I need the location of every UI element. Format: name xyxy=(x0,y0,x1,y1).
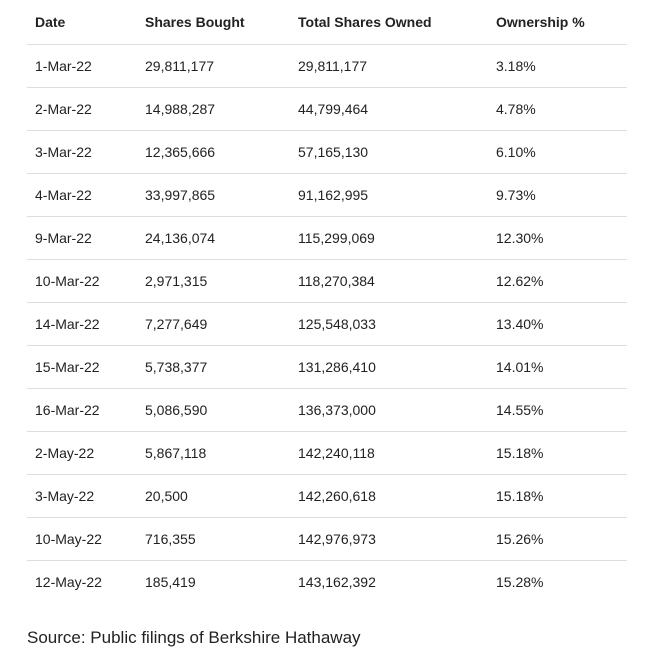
table-cell: 4.78% xyxy=(488,87,627,131)
table-cell: 13.40% xyxy=(488,302,627,346)
table-cell: 118,270,384 xyxy=(290,259,488,303)
table-cell: 12.62% xyxy=(488,259,627,303)
table-row: 12-May-22 185,419 143,162,392 15.28% xyxy=(27,560,627,603)
table-cell: 115,299,069 xyxy=(290,216,488,260)
table-cell: 12,365,666 xyxy=(137,130,290,174)
table-cell: 15.26% xyxy=(488,517,627,561)
table-cell: 4-Mar-22 xyxy=(27,173,137,217)
table-row: 14-Mar-22 7,277,649 125,548,033 13.40% xyxy=(27,302,627,346)
table-cell: 91,162,995 xyxy=(290,173,488,217)
table-body: 1-Mar-22 29,811,177 29,811,177 3.18% 2-Mar-2… xyxy=(27,45,627,603)
table-cell: 716,355 xyxy=(137,517,290,561)
table-row: 10-Mar-22 2,971,315 118,270,384 12.62% xyxy=(27,259,627,303)
table-row: 10-May-22 716,355 142,976,973 15.26% xyxy=(27,517,627,561)
header-row: Date Shares Bought Total Shares Owned Owner… xyxy=(27,0,627,45)
table-cell: 131,286,410 xyxy=(290,345,488,389)
table-cell: 12.30% xyxy=(488,216,627,260)
table-row: 4-Mar-22 33,997,865 91,162,995 9.73% xyxy=(27,173,627,217)
table-row: 16-Mar-22 5,086,590 136,373,000 14.55% xyxy=(27,388,627,432)
table-cell: 15-Mar-22 xyxy=(27,345,137,389)
table-cell: 125,548,033 xyxy=(290,302,488,346)
table-cell: 10-May-22 xyxy=(27,517,137,561)
table-cell: 1-Mar-22 xyxy=(35,58,92,74)
table-row: 3-Mar-22 12,365,666 57,165,130 6.10% xyxy=(27,130,627,174)
table-cell: 29,811,177 xyxy=(298,58,368,74)
column-header: Total Shares Owned xyxy=(290,0,488,45)
table-cell: 6.10% xyxy=(488,130,627,174)
table-cell: 29,811,177 xyxy=(145,58,215,74)
table-cell: 143,162,392 xyxy=(290,560,488,603)
table-cell: 185,419 xyxy=(137,560,290,603)
table-cell: 57,165,130 xyxy=(290,130,488,174)
table-header: Date Shares Bought Total Shares Owned Owner… xyxy=(27,0,627,45)
table-cell: 5,086,590 xyxy=(137,388,290,432)
table-row: 2-Mar-22 14,988,287 44,799,464 4.78% xyxy=(27,87,627,131)
table-cell: 20,500 xyxy=(137,474,290,518)
table-cell: 15.18% xyxy=(488,474,627,518)
column-header: Shares Bought xyxy=(137,0,290,45)
column-header: Ownership % xyxy=(488,0,627,45)
table-cell: 2-May-22 xyxy=(27,431,137,475)
table-cell: 24,136,074 xyxy=(137,216,290,260)
table-row: 15-Mar-22 5,738,377 131,286,410 14.01% xyxy=(27,345,627,389)
table-cell: 2,971,315 xyxy=(137,259,290,303)
table-row: 2-May-22 5,867,118 142,240,118 15.18% xyxy=(27,431,627,475)
table-cell: 33,997,865 xyxy=(137,173,290,217)
table-row: 3-May-22 20,500 142,260,618 15.18% xyxy=(27,474,627,518)
data-table: Date Shares Bought Total Shares Owned Owner… xyxy=(27,0,627,603)
table-cell: 7,277,649 xyxy=(137,302,290,346)
table-cell: 12-May-22 xyxy=(27,560,137,603)
table-row: 9-Mar-22 24,136,074 115,299,069 12.30% xyxy=(27,216,627,260)
table-cell: 10-Mar-22 xyxy=(27,259,137,303)
table-cell: 142,976,973 xyxy=(290,517,488,561)
table-cell: 14,988,287 xyxy=(137,87,290,131)
table-cell: 3-May-22 xyxy=(27,474,137,518)
table-cell: 14-Mar-22 xyxy=(27,302,137,346)
table-cell: 44,799,464 xyxy=(290,87,488,131)
table-cell: 9.73% xyxy=(488,173,627,217)
column-header: Date xyxy=(27,0,137,45)
table-cell: 14.01% xyxy=(488,345,627,389)
table-cell: 14.55% xyxy=(488,388,627,432)
table-cell: 136,373,000 xyxy=(290,388,488,432)
table-cell: 5,867,118 xyxy=(137,431,290,475)
table-row: 1-Mar-22 29,811,177 29,811,177 3.18% xyxy=(27,45,627,88)
source-note: Source: Public filings of Berkshire Hath… xyxy=(27,628,361,647)
table-cell: 15.28% xyxy=(488,560,627,603)
table-cell: 5,738,377 xyxy=(137,345,290,389)
table-cell: 3.18% xyxy=(496,58,536,74)
table-cell: 142,240,118 xyxy=(290,431,488,475)
table-cell: 3-Mar-22 xyxy=(27,130,137,174)
table-cell: 9-Mar-22 xyxy=(27,216,137,260)
table-cell: 15.18% xyxy=(488,431,627,475)
table-cell: 16-Mar-22 xyxy=(27,388,137,432)
table-cell: 2-Mar-22 xyxy=(27,87,137,131)
table-cell: 142,260,618 xyxy=(290,474,488,518)
